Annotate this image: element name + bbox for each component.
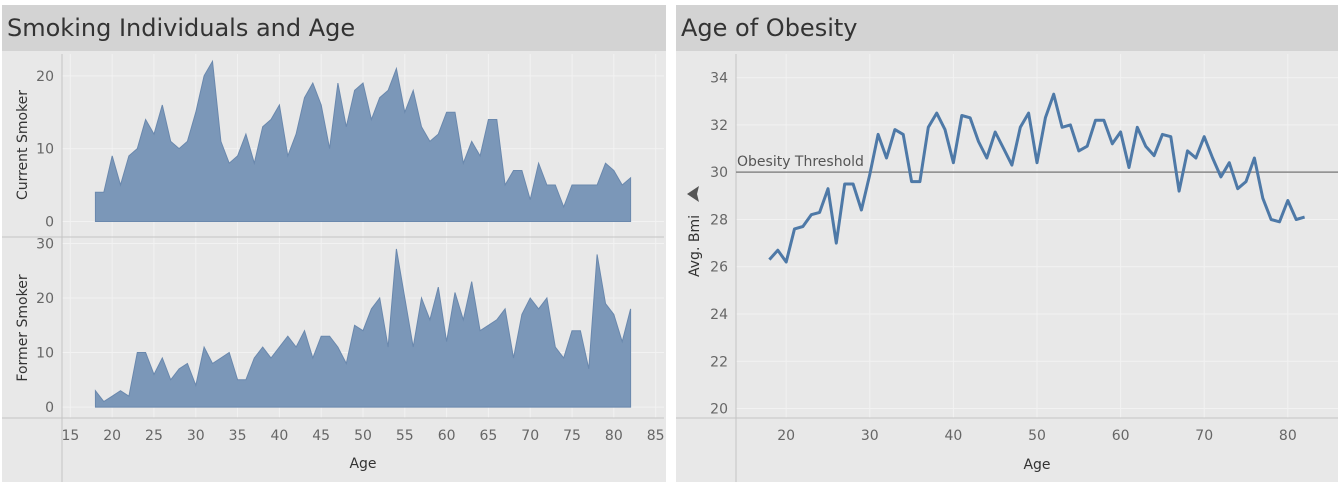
avg-bmi-line — [768, 92, 1306, 264]
y-tick-label: 28 — [710, 212, 728, 228]
y-tick-label: 20 — [710, 402, 728, 418]
y-tick-label: 10 — [36, 142, 54, 158]
x-tick-label: 80 — [1279, 428, 1297, 444]
obesity-chart-title: Age of Obesity — [676, 5, 1338, 51]
area-series-former-smoker — [94, 248, 632, 408]
x-axis-title: Age — [1023, 457, 1050, 473]
x-tick-label: 60 — [438, 428, 456, 444]
x-tick-label: 85 — [647, 428, 665, 444]
y-tick-label: 20 — [36, 291, 54, 307]
x-tick-label: 50 — [354, 428, 372, 444]
y-tick-label: 34 — [710, 71, 728, 87]
x-tick-label: 25 — [145, 428, 163, 444]
y-axis-title: Former Smoker — [15, 274, 31, 381]
x-tick-label: 20 — [103, 428, 121, 444]
x-axis-title: Age — [349, 456, 376, 472]
x-tick-label: 15 — [61, 428, 79, 444]
y-tick-label: 0 — [45, 214, 54, 230]
y-tick-label: 24 — [710, 307, 728, 323]
x-tick-label: 30 — [187, 428, 205, 444]
x-tick-label: 65 — [480, 428, 498, 444]
obesity-line-chart: 20 30 40 50 60 70 80 20 22 24 26 28 30 32 34 Obesity Th… — [676, 54, 1338, 482]
smoking-area-chart: 0 10 20 Current Smoker 0 10 20 30 Former Smoker 1… — [2, 54, 665, 482]
x-tick-label: 40 — [270, 428, 288, 444]
x-tick-label: 45 — [312, 428, 330, 444]
y-tick-label: 30 — [36, 236, 54, 252]
x-tick-label: 70 — [1195, 428, 1213, 444]
x-tick-label: 60 — [1112, 428, 1130, 444]
y-axis-title: Avg. Bmi — [687, 215, 703, 277]
x-tick-label: 75 — [563, 428, 581, 444]
x-tick-label: 55 — [396, 428, 414, 444]
y-tick-label: 26 — [710, 260, 728, 276]
x-tick-label: 35 — [229, 428, 247, 444]
sort-icon[interactable] — [687, 186, 699, 202]
x-tick-label: 20 — [777, 428, 795, 444]
y-tick-label: 22 — [710, 354, 728, 370]
obesity-panel: Age of Obesity 20 30 40 50 60 70 80 20 22 24 26 28 3… — [676, 5, 1338, 482]
y-tick-label: 0 — [45, 400, 54, 416]
x-tick-label: 80 — [605, 428, 623, 444]
area-series-current-smoker — [94, 59, 632, 222]
obesity-threshold-label: Obesity Threshold — [737, 154, 864, 170]
smoking-chart-title: Smoking Individuals and Age — [2, 5, 666, 51]
y-axis-title: Current Smoker — [15, 90, 31, 200]
x-tick-label: 40 — [944, 428, 962, 444]
x-tick-label: 70 — [521, 428, 539, 444]
y-tick-label: 32 — [710, 118, 728, 134]
x-tick-label: 30 — [861, 428, 879, 444]
smoking-panel: Smoking Individuals and Age 0 10 20 Current… — [2, 5, 666, 482]
y-tick-label: 20 — [36, 69, 54, 85]
y-tick-label: 30 — [710, 165, 728, 181]
x-tick-label: 50 — [1028, 428, 1046, 444]
y-tick-label: 10 — [36, 346, 54, 362]
